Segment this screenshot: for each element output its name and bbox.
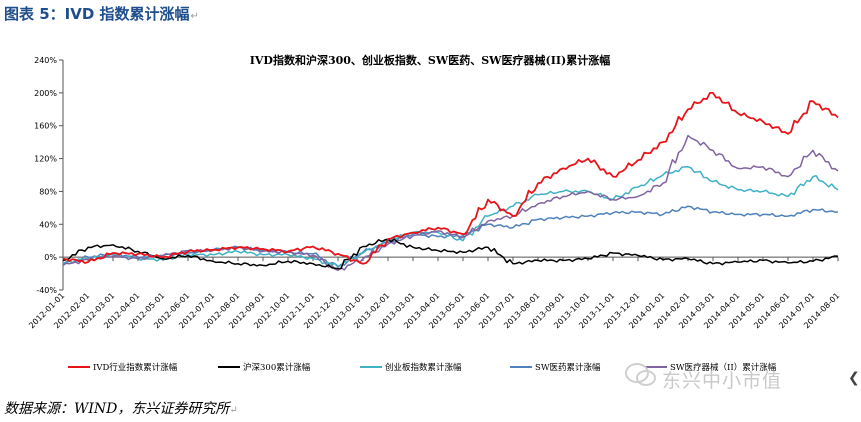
figure-title: 图表 5：IVD 指数累计涨幅↵ — [4, 5, 199, 23]
data-source: 数据来源：WIND，东兴证券研究所↵ — [4, 401, 238, 417]
wechat-icon — [625, 363, 656, 386]
legend-label-3: SW医药累计涨幅 — [535, 362, 601, 373]
series-line-3 — [62, 205, 839, 268]
legend-label-0: IVD行业指数累计涨幅 — [93, 362, 178, 373]
y-tick-label: 240% — [34, 56, 57, 65]
chevron-left-icon[interactable]: ❮ — [848, 370, 860, 386]
y-tick-label: 160% — [34, 122, 57, 131]
y-tick-label: -40% — [36, 286, 57, 295]
paragraph-mark-source: ↵ — [229, 405, 238, 416]
line-chart: IVD指数和沪深300、创业板指数、SW医药、SW医疗器械(II)累计涨幅 -4… — [27, 53, 841, 373]
series-line-1 — [62, 238, 839, 270]
series-line-4 — [62, 134, 839, 272]
paragraph-mark: ↵ — [190, 11, 199, 22]
legend-label-4: SW医疗器械（II）累计涨幅 — [670, 362, 777, 373]
legend-label-1: 沪深300累计涨幅 — [243, 362, 311, 373]
chart-title: IVD指数和沪深300、创业板指数、SW医药、SW医疗器械(II)累计涨幅 — [250, 53, 610, 67]
y-tick-label: 120% — [34, 155, 57, 164]
y-tick-label: 40% — [39, 220, 57, 229]
y-tick-label: 0% — [44, 253, 57, 262]
y-tick-label: 200% — [34, 89, 57, 98]
series-line-0 — [62, 92, 839, 265]
watermark: 东兴中小市值 — [662, 370, 783, 392]
y-tick-label: 80% — [39, 187, 57, 196]
legend-label-2: 创业板指数累计涨幅 — [385, 362, 462, 373]
